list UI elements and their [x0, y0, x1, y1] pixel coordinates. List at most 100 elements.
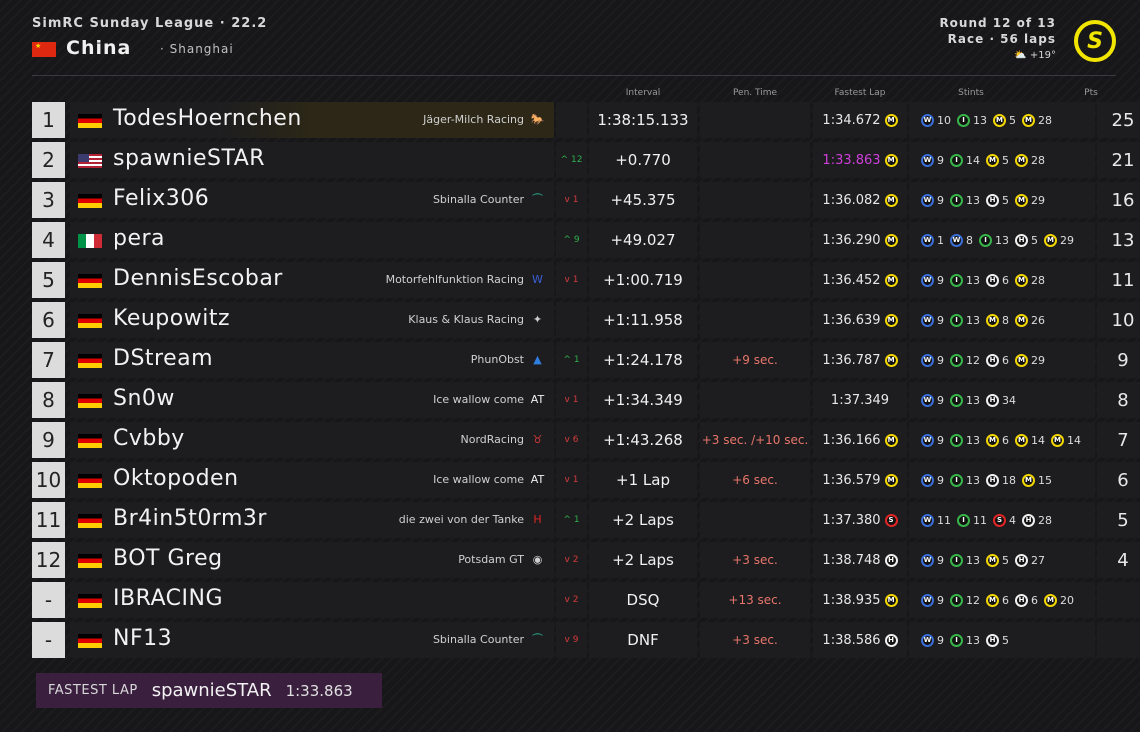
fastest-lap-time: 1:36.082: [822, 192, 881, 208]
cloud-sun-icon: ⛅: [1014, 50, 1027, 61]
haas-icon: H: [533, 513, 542, 526]
table-row: 9 Cvbby NordRacing ♉ v 6 +1:43.268 +3 sec. /+10…: [32, 422, 1140, 458]
driver-cell: NF13 Sbinalla Counter ⏜: [70, 622, 554, 658]
driver-cell: Oktopoden Ice wallow come AT: [70, 462, 554, 498]
intermediate-tyre-icon: I: [950, 433, 963, 447]
medium-tyre-icon: M: [986, 153, 999, 167]
position-change-cell: [556, 102, 587, 138]
intermediate-tyre-icon: I: [957, 513, 970, 527]
fastest-lap-time: 1:34.672: [822, 112, 881, 128]
intermediate-tyre-icon: I: [950, 553, 963, 567]
stint-laps: 28: [1031, 153, 1045, 167]
round-info: Round 12 of 13: [939, 16, 1056, 30]
stint-laps: 9: [937, 273, 944, 287]
stint-laps: 5: [1009, 113, 1016, 127]
wet-tyre-icon: W: [921, 193, 934, 207]
driver-cell: Sn0w Ice wallow come AT: [70, 382, 554, 418]
position-badge: 9: [32, 422, 65, 458]
fastest-lap-cell: 1:36.452 M: [813, 262, 907, 298]
fastest-lap-time: 1:36.787: [822, 352, 881, 368]
interval-value: +1:43.268: [589, 422, 697, 458]
alfa-romeo-icon: ◉: [532, 553, 543, 566]
stint-laps: 6: [1002, 433, 1009, 447]
position-badge: 8: [32, 382, 65, 418]
driver-cell: BOT Greg Potsdam GT ◉: [70, 542, 554, 578]
nationality-flag-icon: [78, 354, 102, 368]
wet-tyre-icon: W: [921, 273, 934, 287]
stint-laps: 9: [937, 313, 944, 327]
position-change: 9: [573, 235, 580, 245]
stint-laps: 18: [1002, 473, 1016, 487]
fastest-lap-label: FASTEST LAP: [48, 683, 138, 698]
stint-laps: 9: [937, 473, 944, 487]
weather-info: ⛅ +19°: [1014, 50, 1056, 61]
arrow-down-icon: v: [564, 395, 570, 405]
position-badge: -: [32, 582, 65, 618]
points-value: 9: [1097, 342, 1140, 378]
stint-laps: 29: [1060, 233, 1074, 247]
penalty-time: [700, 222, 810, 258]
position-change: 1: [572, 475, 579, 485]
stint-laps: 14: [966, 153, 980, 167]
penalty-time: [700, 142, 810, 178]
driver-name: Sn0w: [113, 386, 175, 411]
alpine-icon: ▲: [533, 353, 542, 366]
fastest-lap-driver: spawnieSTAR: [151, 680, 272, 701]
stint-laps: 29: [1031, 353, 1045, 367]
nationality-flag-icon: [78, 314, 102, 328]
column-header-interval: Interval: [625, 88, 661, 98]
fastest-lap-cell: 1:38.748 H: [813, 542, 907, 578]
intermediate-tyre-icon: I: [979, 233, 992, 247]
fastest-lap-time: 1:38.748: [822, 552, 881, 568]
wet-tyre-icon: W: [921, 473, 934, 487]
fastest-lap-cell: 1:37.349: [813, 382, 907, 418]
intermediate-tyre-icon: I: [950, 473, 963, 487]
points-value: 21: [1097, 142, 1140, 178]
stint-laps: 9: [937, 153, 944, 167]
fastest-lap-cell: 1:36.639 M: [813, 302, 907, 338]
position-badge: 10: [32, 462, 65, 498]
points-value: 6: [1097, 462, 1140, 498]
penalty-time: [700, 182, 810, 218]
arrow-down-icon: v: [564, 275, 570, 285]
medium-tyre-icon: M: [1022, 473, 1035, 487]
fastest-lap-time: 1:38.586: [822, 632, 881, 648]
stint-laps: 1: [937, 233, 944, 247]
medium-tyre-icon: M: [986, 553, 999, 567]
position-badge: 2: [32, 142, 65, 178]
team-name: Ice wallow come: [433, 393, 524, 406]
position-change-cell: ^ 1: [556, 502, 587, 538]
nationality-flag-icon: [78, 434, 102, 448]
table-row: 3 Felix306 Sbinalla Counter ⏜ v 1 +45.375 1:36.…: [32, 182, 1140, 218]
nationality-flag-icon: [78, 194, 102, 208]
temperature: +19°: [1029, 50, 1056, 61]
hard-tyre-icon: H: [1015, 593, 1028, 607]
driver-cell: DStream PhunObst ▲: [70, 342, 554, 378]
hard-tyre-icon: H: [986, 633, 999, 647]
stint-laps: 14: [1031, 433, 1045, 447]
stint-laps: 13: [966, 193, 980, 207]
driver-name: Oktopoden: [113, 466, 239, 491]
position-change: 1: [573, 515, 580, 525]
table-row: 11 Br4in5t0rm3r die zwei von der Tanke H ^ 1 +…: [32, 502, 1140, 538]
table-row: 8 Sn0w Ice wallow come AT v 1 +1:34.349 1:37.34…: [32, 382, 1140, 418]
team-name: PhunObst: [470, 353, 524, 366]
ferrari-icon: 🐎: [530, 113, 545, 126]
interval-value: +1 Lap: [589, 462, 697, 498]
interval-value: +45.375: [589, 182, 697, 218]
position-badge: 12: [32, 542, 65, 578]
medium-tyre-icon: M: [884, 433, 898, 447]
race-info: Race · 56 laps: [947, 32, 1056, 46]
column-header-stints: Stints: [958, 88, 984, 98]
team-name: Motorfehlfunktion Racing: [385, 273, 524, 286]
header-divider: [32, 75, 1116, 76]
intermediate-tyre-icon: I: [950, 593, 963, 607]
stint-laps: 20: [1060, 593, 1074, 607]
fastest-lap-cell: 1:36.166 M: [813, 422, 907, 458]
stint-laps: 5: [1002, 633, 1009, 647]
interval-value: +2 Laps: [589, 542, 697, 578]
